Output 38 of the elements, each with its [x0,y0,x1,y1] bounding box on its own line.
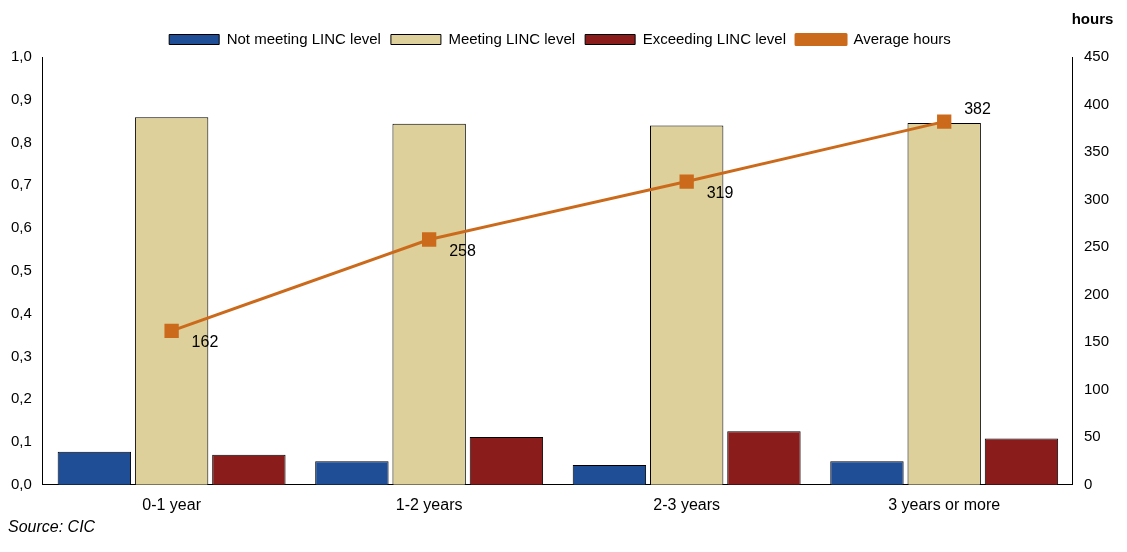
x-tick-label: 3 years or more [888,495,1001,513]
y-tick-label: 0,7 [10,175,32,193]
y-tick-label: 1,0 [10,47,32,65]
legend-label: Meeting LINC level [448,29,576,47]
y-tick-label: 0,8 [10,132,32,150]
y2-tick-label: 150 [1083,332,1109,350]
point [937,114,952,129]
x-tick-label: 1-2 years [395,495,463,513]
y2-tick-label: 200 [1083,284,1109,302]
y-tick-label: 0,3 [10,346,32,364]
y-tick-label: 0,2 [10,389,32,407]
source-note: Source: CIC [8,518,97,536]
y2-tick-label: 0 [1083,474,1093,492]
point [164,323,179,338]
data-label: 319 [706,183,734,201]
y2-tick-label: 400 [1083,94,1109,112]
y-tick-label: 0,1 [10,432,32,450]
point [679,174,694,189]
y2-tick-label: 100 [1083,379,1109,397]
y2-tick-label: 50 [1083,427,1101,445]
y2-tick-label: 250 [1083,237,1109,255]
y2-tick-label: 300 [1083,189,1109,207]
data-label: 162 [191,333,219,351]
data-label: 382 [964,100,991,118]
legend-label: Average hours [853,29,951,47]
legend-label: Exceeding LINC level [642,29,787,47]
x-tick-label: 2-3 years [653,495,721,513]
y-tick-label: 0,4 [10,303,32,321]
y2-axis-title: hours [1071,10,1114,28]
legend-label: Not meeting LINC level [226,29,381,47]
point [421,232,437,247]
y2-tick-label: 350 [1083,142,1109,160]
y-tick-label: 0,9 [10,89,32,107]
y-tick-label: 0,0 [10,474,32,492]
x-tick-label: 0-1 year [142,495,202,513]
y-tick-label: 0,6 [10,218,32,236]
y-tick-label: 0,5 [10,261,32,279]
y2-tick-label: 450 [1083,47,1109,65]
